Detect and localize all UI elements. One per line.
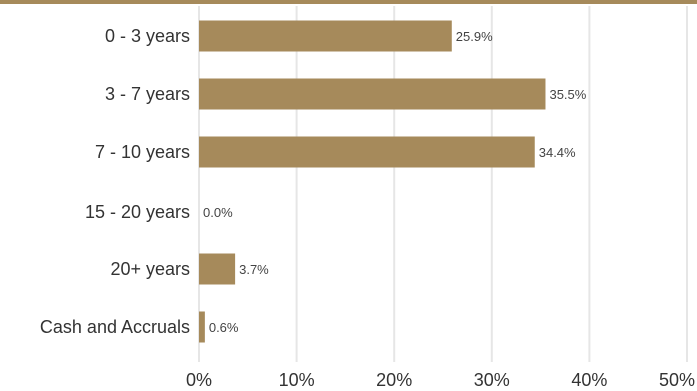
category-label: 20+ years [110, 259, 190, 279]
data-label: 0.6% [209, 320, 239, 335]
bars [199, 20, 546, 343]
data-label: 34.4% [539, 145, 576, 160]
data-label: 3.7% [239, 262, 269, 277]
x-axis-tick-labels: 0% 10% 20% 30% 40% 50% [186, 370, 695, 390]
category-label: 7 - 10 years [95, 142, 190, 162]
data-label: 0.0% [203, 205, 233, 220]
bar [199, 253, 236, 285]
bar [199, 78, 546, 110]
category-label: Cash and Accruals [40, 317, 190, 337]
category-labels: 0 - 3 years 3 - 7 years 7 - 10 years 15 - 2… [40, 26, 190, 337]
category-label: 3 - 7 years [105, 84, 190, 104]
category-label: 0 - 3 years [105, 26, 190, 46]
bar [199, 311, 205, 343]
x-tick-label: 40% [571, 370, 607, 390]
x-tick-label: 50% [659, 370, 695, 390]
x-tick-label: 20% [376, 370, 412, 390]
data-label: 35.5% [549, 87, 586, 102]
x-tick-label: 0% [186, 370, 212, 390]
bar [199, 136, 535, 168]
x-tick-label: 10% [279, 370, 315, 390]
gridlines [198, 6, 688, 362]
bar [199, 20, 452, 52]
data-label: 25.9% [456, 29, 493, 44]
x-tick-label: 30% [474, 370, 510, 390]
data-labels: 25.9% 35.5% 34.4% 0.0% 3.7% 0.6% [203, 29, 587, 335]
category-label: 15 - 20 years [85, 202, 190, 222]
top-accent-rule [0, 0, 697, 4]
